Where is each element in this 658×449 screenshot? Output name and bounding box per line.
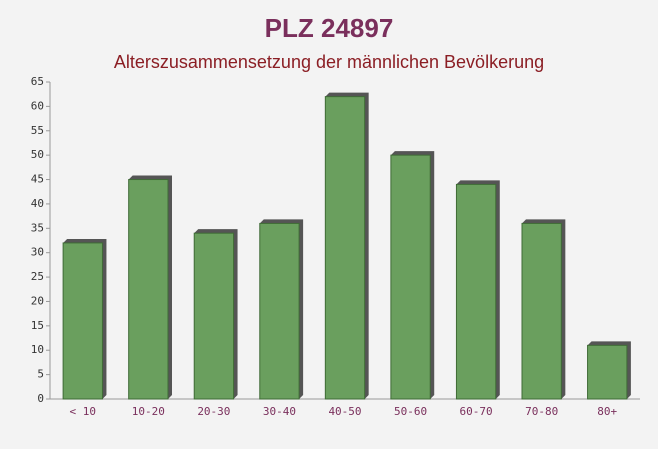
bar	[259, 222, 300, 400]
bar	[193, 232, 235, 400]
y-tick-label: 5	[37, 368, 44, 381]
x-tick-label: 80+	[597, 405, 617, 418]
y-tick-label: 50	[31, 148, 44, 161]
x-tick-label: < 10	[70, 405, 97, 418]
y-tick-label: 30	[31, 246, 44, 259]
y-tick-label: 60	[31, 99, 44, 112]
y-tick-label: 65	[31, 75, 44, 88]
x-tick-label: 10-20	[132, 405, 165, 418]
y-tick-label: 25	[31, 270, 44, 283]
bar	[455, 183, 497, 400]
y-tick-label: 0	[37, 392, 44, 405]
y-tick-label: 15	[31, 319, 44, 332]
x-tick-label: 20-30	[197, 405, 230, 418]
chart-subtitle: Alterszusammensetzung der männlichen Bev…	[114, 52, 544, 72]
bar	[587, 344, 628, 400]
x-tick-label: 70-80	[525, 405, 558, 418]
x-tick-label: 50-60	[394, 405, 427, 418]
x-tick-label: 60-70	[460, 405, 493, 418]
bar	[324, 96, 366, 400]
bar	[390, 154, 431, 400]
x-tick-label: 40-50	[328, 405, 361, 418]
x-tick-label: 30-40	[263, 405, 296, 418]
y-tick-label: 35	[31, 221, 44, 234]
y-tick-label: 55	[31, 124, 44, 137]
bar	[128, 179, 169, 400]
y-tick-label: 40	[31, 197, 44, 210]
bar	[62, 242, 103, 400]
y-tick-label: 20	[31, 294, 44, 307]
y-tick-label: 10	[31, 343, 44, 356]
y-tick-label: 45	[31, 173, 44, 186]
chart-title: PLZ 24897	[265, 13, 394, 43]
bar	[521, 222, 562, 400]
